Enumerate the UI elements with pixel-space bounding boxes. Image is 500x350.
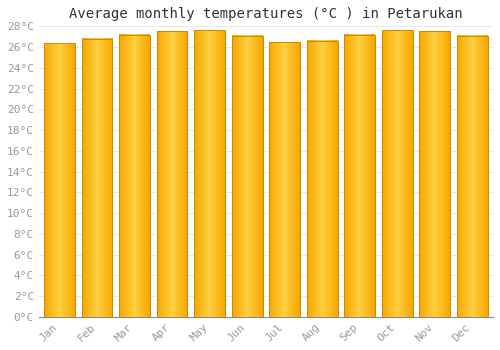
Bar (382, 30, 412, 317)
Bar (344, 35, 375, 317)
Bar (232, 36, 262, 317)
Bar (194, 30, 225, 317)
Title: Average monthly temperatures (°C ) in Petarukan: Average monthly temperatures (°C ) in Pe… (69, 7, 462, 21)
Bar (457, 36, 488, 317)
Bar (82, 39, 112, 317)
Bar (270, 42, 300, 317)
Bar (420, 32, 450, 317)
Bar (156, 32, 188, 317)
Bar (307, 41, 338, 317)
Bar (44, 43, 75, 317)
Bar (119, 35, 150, 317)
